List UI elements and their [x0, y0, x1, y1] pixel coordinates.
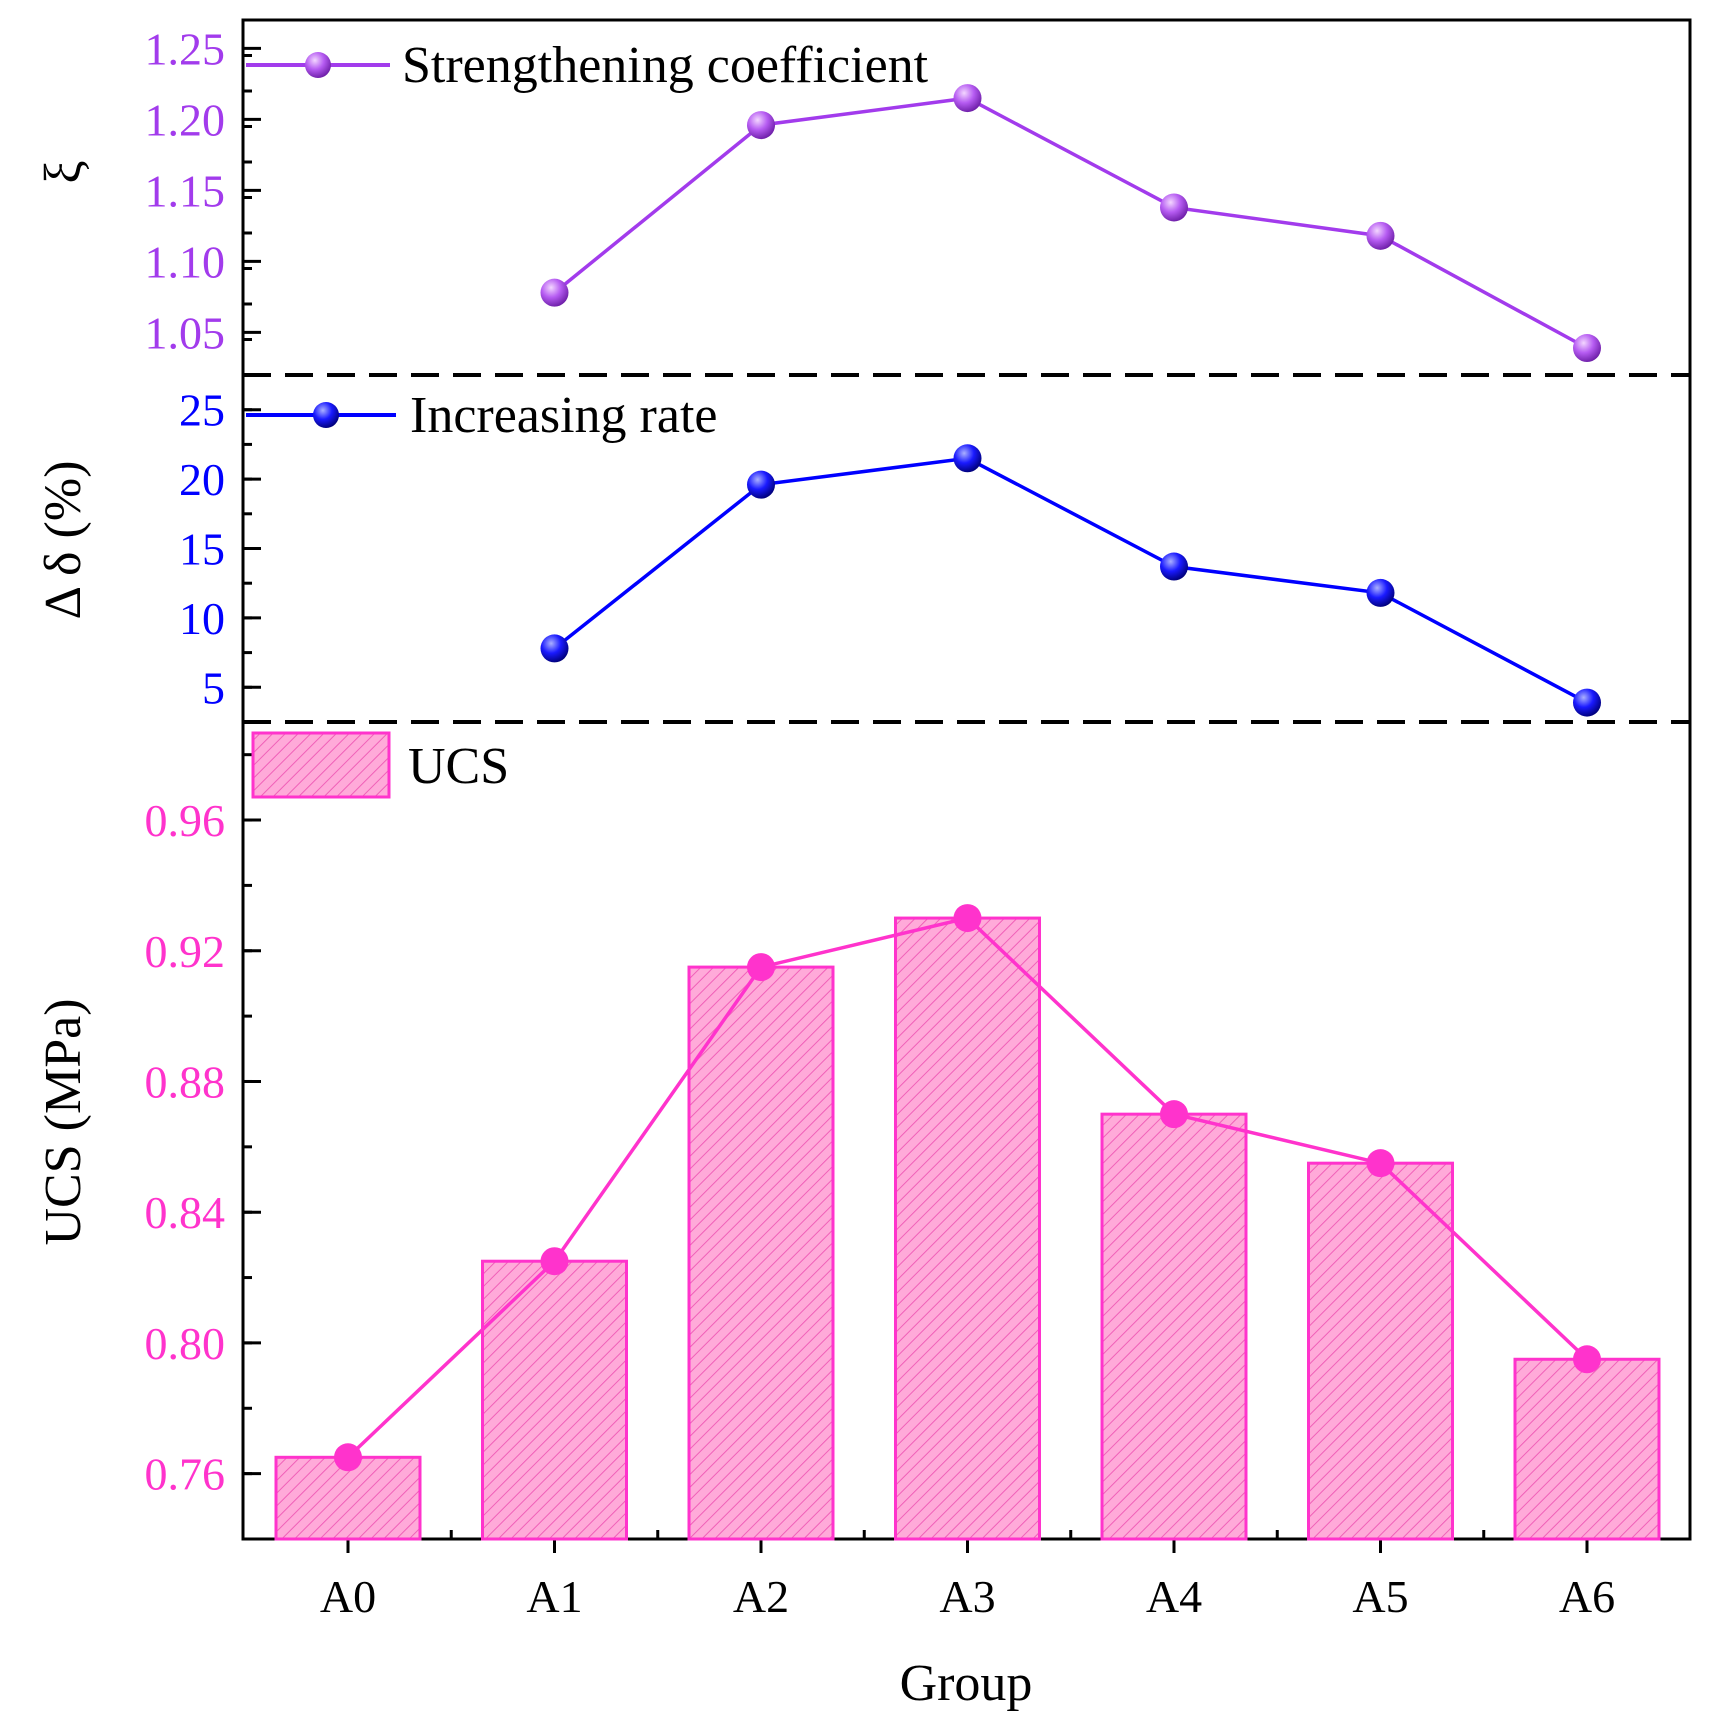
bar-A5	[1309, 1163, 1453, 1539]
xi-series-line	[555, 98, 1588, 348]
ucs-tick-label: 0.76	[145, 1449, 226, 1500]
chart: 1.05 1.10 1.15 1.20 1.25 5 10 15 20 25 0.76 0.80 0.8…	[0, 0, 1710, 1735]
xi-point-A3	[954, 84, 982, 112]
x-tick-label-A2: A2	[733, 1571, 789, 1622]
delta-tick-label: 15	[179, 524, 225, 575]
bar-A2	[689, 967, 833, 1539]
bar-A4	[1102, 1114, 1246, 1539]
xi-point-A4	[1160, 193, 1188, 221]
x-tick-label-A3: A3	[939, 1571, 995, 1622]
ucs-point-A5	[1367, 1149, 1395, 1177]
xi-point-A2	[747, 111, 775, 139]
ucs-point-A4	[1160, 1100, 1188, 1128]
ucs-tick-label: 0.84	[145, 1187, 226, 1238]
x-tick-label-A0: A0	[320, 1571, 376, 1622]
delta-point-A3	[954, 444, 982, 472]
y-axis-title-ucs: UCS (MPa)	[35, 998, 92, 1245]
delta-tick-label: 20	[179, 454, 225, 505]
delta-tick-label: 25	[179, 385, 225, 436]
delta-point-A2	[747, 471, 775, 499]
delta-point-A1	[541, 634, 569, 662]
ucs-tick-label: 0.92	[145, 926, 226, 977]
delta-point-A5	[1367, 579, 1395, 607]
delta-point-A6	[1573, 689, 1601, 717]
x-tick-label-A4: A4	[1146, 1571, 1202, 1622]
xi-point-A6	[1573, 334, 1601, 362]
xi-tick-label: 1.10	[145, 236, 226, 287]
legend-ucs-swatch	[253, 733, 389, 797]
delta-tick-label: 10	[179, 593, 225, 644]
x-axis-title: Group	[900, 1655, 1033, 1712]
delta-series-line	[555, 458, 1588, 702]
ucs-point-A6	[1573, 1345, 1601, 1373]
xi-tick-label: 1.25	[145, 23, 226, 74]
legend-increasing-marker	[313, 402, 339, 428]
delta-tick-label: 5	[202, 662, 225, 713]
ucs-point-A0	[334, 1443, 362, 1471]
ucs-point-A1	[541, 1247, 569, 1275]
y-axis-title-delta: Δ δ (%)	[35, 460, 92, 619]
delta-point-A4	[1160, 553, 1188, 581]
xi-point-A1	[541, 279, 569, 307]
xi-point-A5	[1367, 222, 1395, 250]
bar-A1	[483, 1261, 627, 1539]
legend-increasing-label: Increasing rate	[410, 387, 717, 444]
legend-ucs-label: UCS	[408, 738, 509, 795]
xi-tick-label: 1.05	[145, 307, 226, 358]
ucs-tick-label: 0.80	[145, 1318, 226, 1369]
ucs-tick-label: 0.96	[145, 795, 226, 846]
y-axis-title-xi: ξ	[35, 160, 92, 183]
legend-strengthening-label: Strengthening coefficient	[402, 37, 929, 94]
xi-tick-label: 1.15	[145, 165, 226, 216]
bar-A6	[1515, 1359, 1659, 1539]
xi-tick-label: 1.20	[145, 94, 226, 145]
x-tick-label-A6: A6	[1559, 1571, 1615, 1622]
ucs-point-A3	[954, 904, 982, 932]
bar-A3	[896, 918, 1040, 1539]
x-tick-label-A1: A1	[526, 1571, 582, 1622]
legend-increasing: Increasing rate	[246, 387, 717, 444]
ucs-tick-label: 0.88	[145, 1056, 226, 1107]
x-tick-label-A5: A5	[1352, 1571, 1408, 1622]
ucs-point-A2	[747, 953, 775, 981]
legend-strengthening-marker	[305, 52, 331, 78]
legend-ucs: UCS	[253, 733, 509, 797]
legend-strengthening: Strengthening coefficient	[246, 37, 929, 94]
